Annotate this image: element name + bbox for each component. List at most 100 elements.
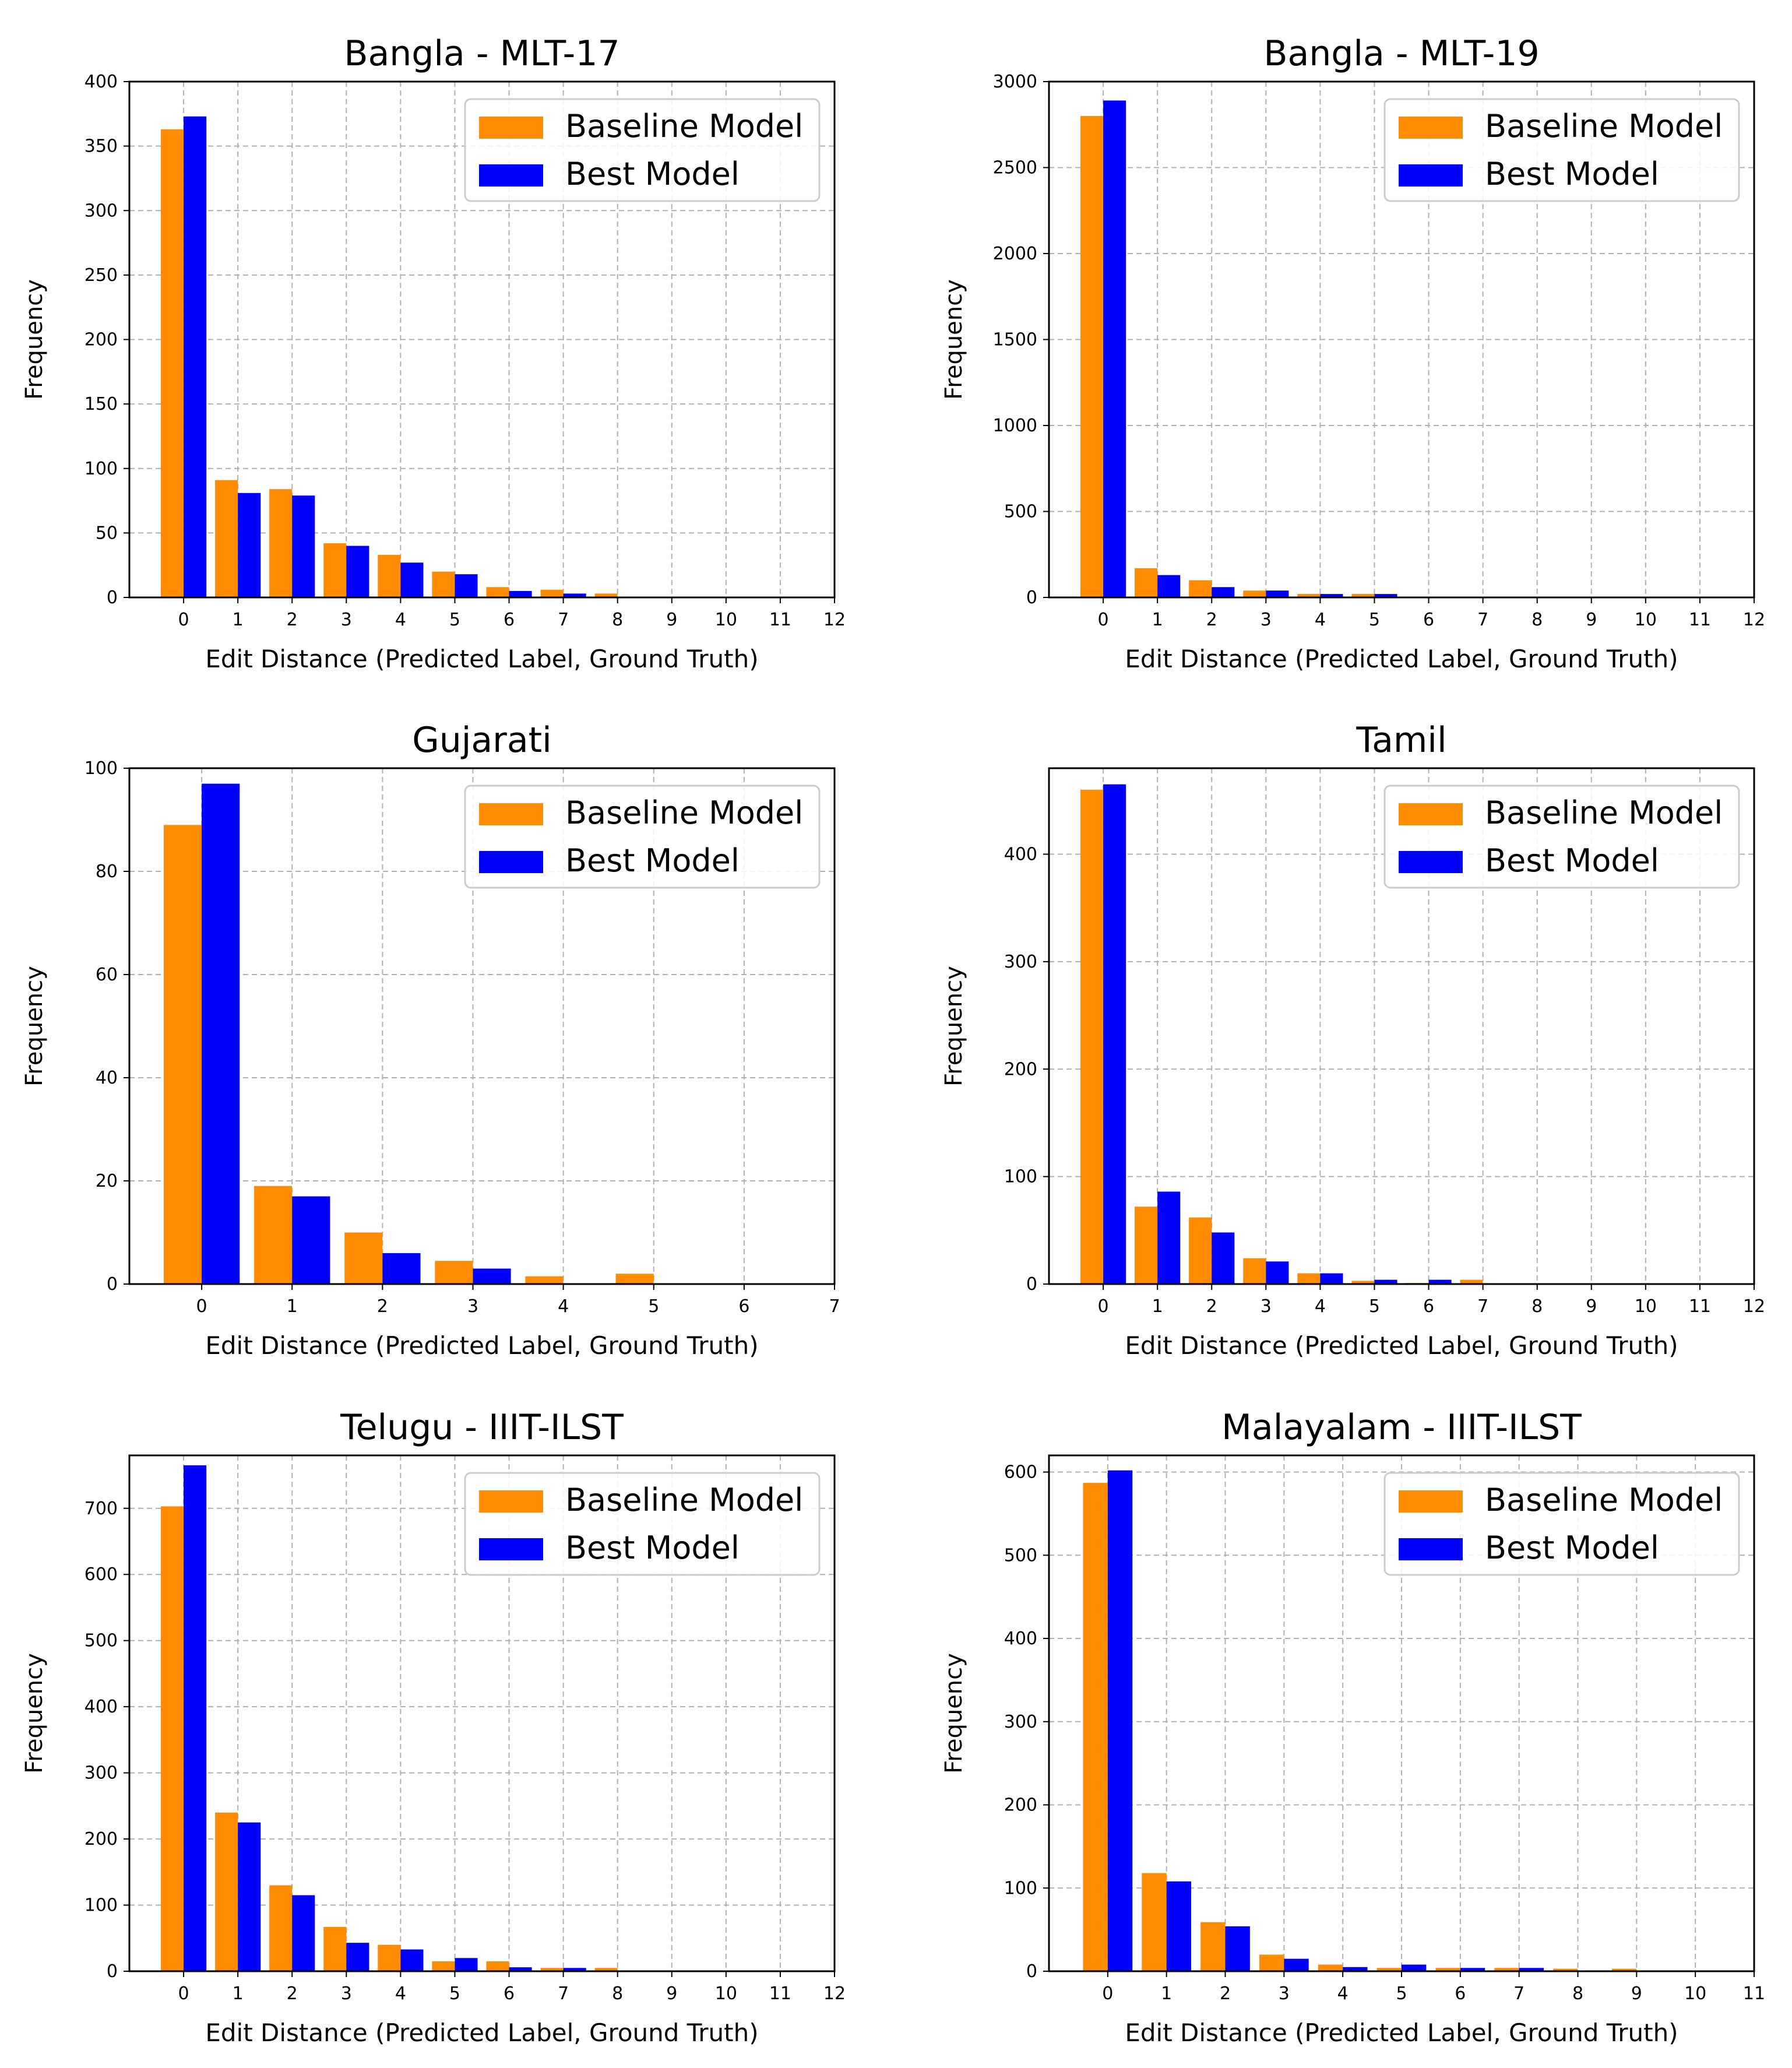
baseline-bar	[1494, 1968, 1519, 1971]
baseline-bar	[1135, 1207, 1158, 1284]
x-tick-label: 6	[738, 1296, 749, 1317]
baseline-bar	[1259, 1954, 1284, 1971]
baseline-bar	[163, 825, 202, 1284]
x-tick-label: 2	[1220, 1983, 1231, 2004]
x-tick-label: 4	[395, 610, 406, 630]
x-tick-label: 11	[1743, 1983, 1765, 2004]
y-tick-label: 500	[1004, 502, 1037, 522]
x-axis-label: Edit Distance (Predicted Label, Ground T…	[205, 1331, 758, 1360]
y-tick-label: 20	[96, 1171, 118, 1191]
x-tick-label: 7	[1477, 610, 1488, 630]
best-bar	[238, 1822, 261, 1971]
x-tick-label: 0	[196, 1296, 207, 1317]
best-bar	[238, 493, 261, 597]
x-tick-label: 5	[648, 1296, 659, 1317]
baseline-bar	[1080, 116, 1104, 597]
y-tick-label: 100	[85, 459, 118, 479]
best-bar	[1266, 590, 1289, 597]
legend-label-best: Best Model	[1485, 156, 1659, 192]
legend-swatch-best	[1399, 851, 1463, 873]
y-tick-label: 0	[1026, 588, 1037, 608]
y-tick-label: 0	[107, 1961, 118, 1982]
x-tick-label: 7	[829, 1296, 840, 1317]
y-tick-label: 0	[107, 1274, 118, 1295]
x-tick-label: 1	[287, 1296, 298, 1317]
y-tick-label: 0	[107, 588, 118, 608]
x-tick-label: 10	[1684, 1983, 1706, 2004]
x-tick-label: 10	[715, 1983, 737, 2004]
x-tick-label: 7	[1513, 1983, 1525, 2004]
best-bar	[455, 574, 478, 597]
best-bar	[1157, 1191, 1181, 1284]
best-bar	[1460, 1968, 1485, 1971]
baseline-bar	[323, 543, 347, 597]
x-tick-label: 1	[1152, 1296, 1163, 1317]
chart-title: Bangla - MLT-17	[344, 33, 619, 74]
legend-swatch-best	[479, 164, 543, 187]
legend-label-baseline: Baseline Model	[565, 794, 803, 831]
chart-title: Bangla - MLT-19	[1263, 33, 1539, 74]
chart-title: Tamil	[1356, 720, 1446, 761]
x-tick-label: 0	[178, 610, 189, 630]
x-tick-label: 10	[1635, 610, 1657, 630]
x-tick-label: 8	[612, 610, 623, 630]
legend-box	[464, 1472, 821, 1576]
baseline-bar	[1297, 1273, 1321, 1284]
x-tick-label: 12	[823, 1983, 846, 2004]
x-tick-label: 3	[341, 1983, 352, 2004]
x-tick-label: 1	[233, 610, 244, 630]
y-tick-label: 1000	[993, 416, 1037, 436]
x-tick-label: 2	[377, 1296, 388, 1317]
y-tick-label: 400	[85, 72, 118, 92]
y-axis-label: Frequency	[21, 966, 48, 1086]
baseline-bar	[594, 593, 618, 597]
best-bar	[1166, 1881, 1192, 1971]
best-bar	[1402, 1964, 1427, 1971]
x-tick-label: 6	[504, 1983, 515, 2004]
x-tick-label: 5	[1369, 610, 1380, 630]
x-tick-label: 3	[341, 610, 352, 630]
x-tick-label: 5	[1396, 1983, 1407, 2004]
best-bar	[473, 1268, 511, 1284]
y-axis-label: Frequency	[21, 1653, 48, 1774]
legend-box	[464, 785, 821, 889]
x-tick-label: 12	[1743, 610, 1765, 630]
x-tick-label: 0	[1098, 1296, 1109, 1317]
x-tick-label: 9	[1631, 1983, 1642, 2004]
x-tick-label: 12	[823, 610, 846, 630]
best-bar	[1374, 1279, 1397, 1284]
legend-label-best: Best Model	[565, 842, 740, 879]
y-tick-label: 500	[85, 1631, 118, 1651]
best-bar	[1266, 1261, 1289, 1284]
y-tick-label: 400	[1004, 845, 1037, 865]
legend-swatch-best	[1399, 164, 1463, 187]
legend: Baseline Model Best Model	[1383, 785, 1740, 889]
baseline-bar	[160, 1506, 184, 1971]
x-tick-label: 12	[1743, 1296, 1765, 1317]
baseline-bar	[540, 1968, 564, 1971]
legend: Baseline Model Best Model	[1383, 1472, 1740, 1576]
x-tick-label: 9	[666, 1983, 677, 2004]
y-tick-label: 200	[1004, 1795, 1037, 1816]
x-tick-label: 2	[1206, 610, 1217, 630]
x-axis-label: Edit Distance (Predicted Label, Ground T…	[205, 645, 758, 673]
legend-swatch-best	[479, 1538, 543, 1560]
x-tick-label: 10	[715, 610, 737, 630]
legend-swatch-best	[479, 851, 543, 873]
x-tick-label: 4	[1315, 1296, 1326, 1317]
x-tick-label: 5	[449, 610, 460, 630]
best-bar	[1428, 1279, 1452, 1284]
y-tick-label: 300	[1004, 1712, 1037, 1732]
y-tick-label: 80	[96, 861, 118, 882]
y-tick-label: 100	[85, 758, 118, 779]
baseline-bar	[1611, 1968, 1637, 1971]
x-tick-label: 1	[1152, 610, 1163, 630]
legend-label-best: Best Model	[1485, 842, 1659, 879]
baseline-bar	[269, 1885, 293, 1971]
y-tick-label: 100	[1004, 1878, 1037, 1898]
x-tick-label: 10	[1635, 1296, 1657, 1317]
best-bar	[202, 783, 240, 1284]
x-tick-label: 11	[1689, 610, 1711, 630]
x-tick-label: 8	[612, 1983, 623, 2004]
